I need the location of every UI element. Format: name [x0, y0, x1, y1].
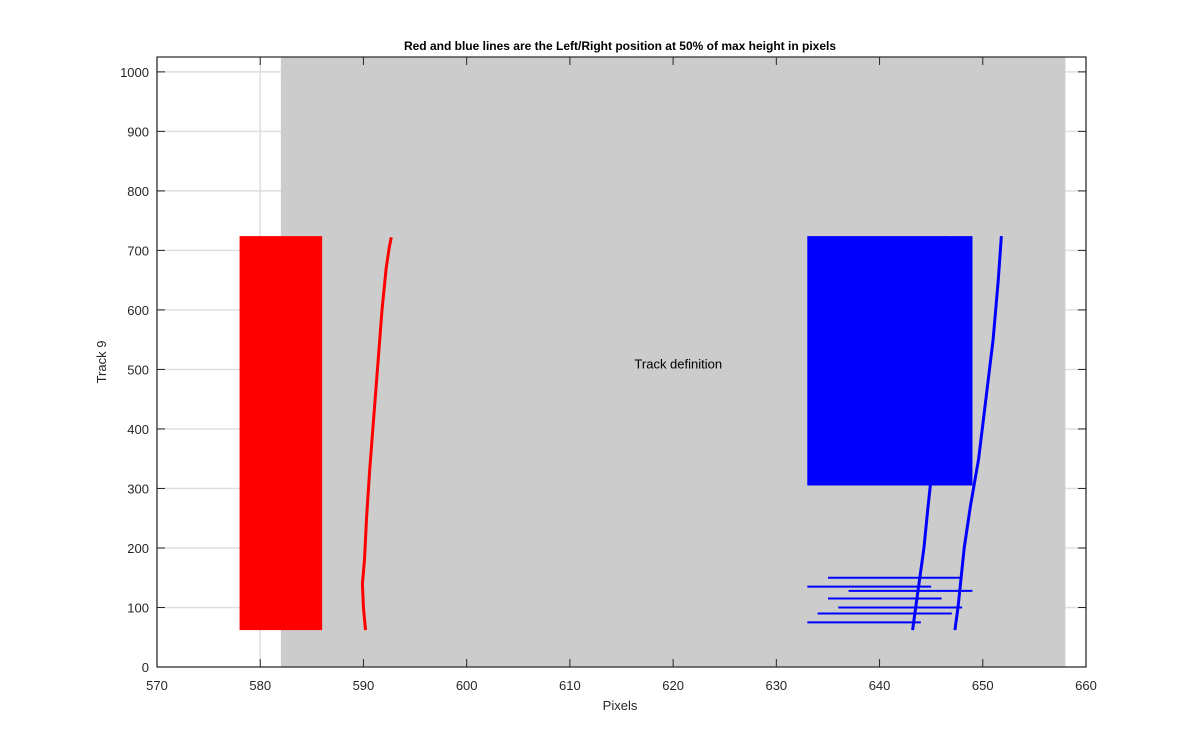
y-tick-label: 200 [127, 541, 149, 556]
data-series [239, 236, 1003, 631]
y-tick-label: 0 [142, 660, 149, 675]
y-tick-label: 800 [127, 184, 149, 199]
axes [156, 56, 1087, 668]
y-tick-label: 400 [127, 422, 149, 437]
series-band-2 [807, 236, 973, 486]
series-band-0 [239, 236, 323, 631]
y-tick-label: 100 [127, 600, 149, 615]
x-tick-label: 570 [146, 678, 168, 693]
x-tick-label: 640 [869, 678, 891, 693]
x-tick-label: 600 [456, 678, 478, 693]
y-tick-label: 500 [127, 362, 149, 377]
x-tick-label: 580 [249, 678, 271, 693]
y-axis-label: Track 9 [94, 341, 109, 384]
x-tick-label: 590 [353, 678, 375, 693]
x-tick-label: 620 [662, 678, 684, 693]
series-line-3 [911, 236, 949, 631]
axes-box [156, 56, 1087, 668]
x-axis-label: Pixels [603, 698, 638, 713]
y-tick-label: 300 [127, 481, 149, 496]
x-tick-label: 660 [1075, 678, 1097, 693]
x-tick-label: 630 [765, 678, 787, 693]
tick-labels: 570 580 590 600 610 620 630 640 650 660 0 100 200 300… [120, 65, 1097, 693]
annotation-track-definition: Track definition [634, 356, 722, 371]
y-tick-label: 1000 [120, 65, 149, 80]
x-tick-label: 650 [972, 678, 994, 693]
series-line-1 [360, 237, 393, 631]
y-tick-label: 600 [127, 303, 149, 318]
x-tick-label: 610 [559, 678, 581, 693]
series-line-4 [953, 236, 1003, 631]
y-tick-label: 900 [127, 124, 149, 139]
y-tick-label: 700 [127, 243, 149, 258]
chart-title: Red and blue lines are the Left/Right po… [404, 39, 836, 53]
